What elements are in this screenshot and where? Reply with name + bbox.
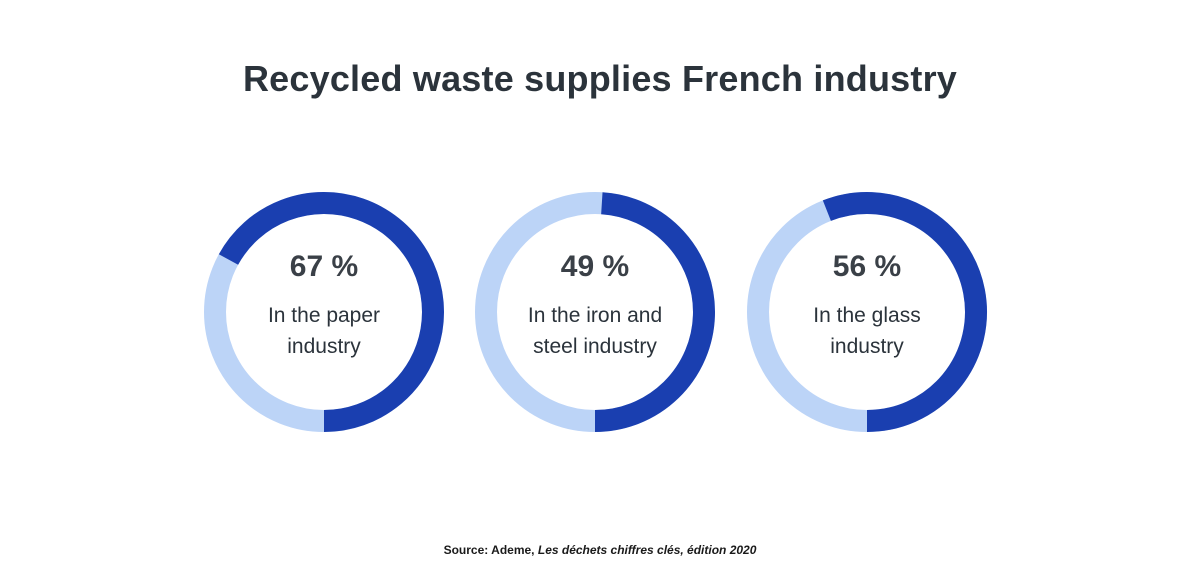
- chart-title: Recycled waste supplies French industry: [242, 58, 958, 99]
- donut-label-paper: 67 % In the paper industry: [224, 250, 424, 362]
- donut-recycled-slice: [594, 192, 715, 432]
- donut-recycled-slice: [218, 192, 444, 432]
- donut-value: 49 %: [560, 250, 630, 283]
- donut-caption: In the glass industry: [813, 304, 921, 358]
- donut-label-glass: 56 % In the glass industry: [767, 250, 967, 362]
- donut-caption: In the iron and steel industry: [527, 304, 663, 358]
- donut-value: 56 %: [832, 250, 902, 283]
- source-label: Source: Ademe,: [443, 543, 535, 557]
- source-title: Les déchets chiffres clés, édition 2020: [537, 543, 757, 557]
- donut-value: 67 %: [289, 250, 359, 283]
- donut-label-iron-steel: 49 % In the iron and steel industry: [495, 250, 695, 362]
- donut-caption: In the paper industry: [267, 304, 381, 358]
- donut-recycled-slice: [822, 192, 987, 432]
- source-note: Source: Ademe, Les déchets chiffres clés…: [0, 543, 1200, 557]
